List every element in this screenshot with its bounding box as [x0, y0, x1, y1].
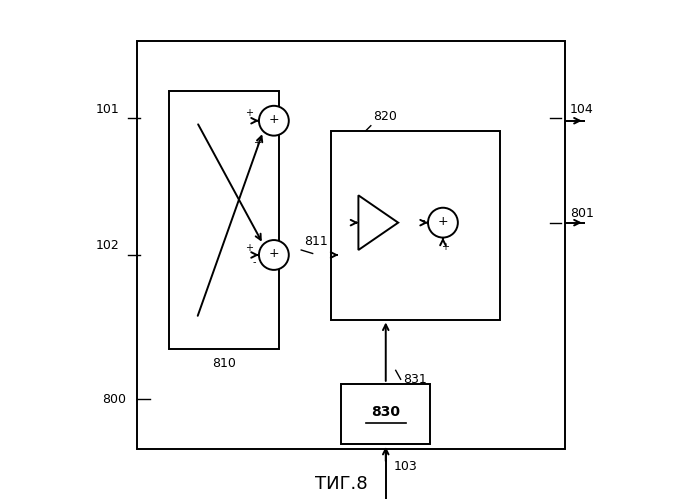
- Circle shape: [428, 208, 458, 238]
- Text: 830: 830: [371, 404, 400, 418]
- Polygon shape: [359, 196, 398, 250]
- Text: +: +: [269, 248, 279, 260]
- Circle shape: [259, 106, 288, 136]
- Text: 104: 104: [569, 103, 593, 116]
- Text: +: +: [269, 113, 279, 126]
- Text: +: +: [441, 242, 449, 252]
- Text: 101: 101: [96, 103, 120, 116]
- Circle shape: [259, 240, 288, 270]
- Text: 103: 103: [394, 460, 417, 473]
- Text: +: +: [438, 215, 448, 228]
- Text: 811: 811: [303, 234, 327, 248]
- Text: 102: 102: [96, 240, 120, 252]
- Text: 820: 820: [373, 110, 397, 123]
- Bar: [137, 41, 565, 449]
- Text: +: +: [245, 242, 253, 252]
- Text: 831: 831: [403, 373, 427, 386]
- Text: -: -: [421, 214, 425, 224]
- Text: +: +: [253, 138, 261, 148]
- Bar: [341, 384, 430, 444]
- Bar: [331, 130, 500, 320]
- Text: +: +: [245, 108, 253, 118]
- Text: ΤИГ.8: ΤИГ.8: [314, 474, 368, 492]
- Bar: [169, 91, 279, 349]
- Text: 810: 810: [212, 357, 236, 370]
- Text: 801: 801: [569, 207, 593, 220]
- Text: 800: 800: [102, 392, 126, 406]
- Text: -: -: [253, 258, 256, 268]
